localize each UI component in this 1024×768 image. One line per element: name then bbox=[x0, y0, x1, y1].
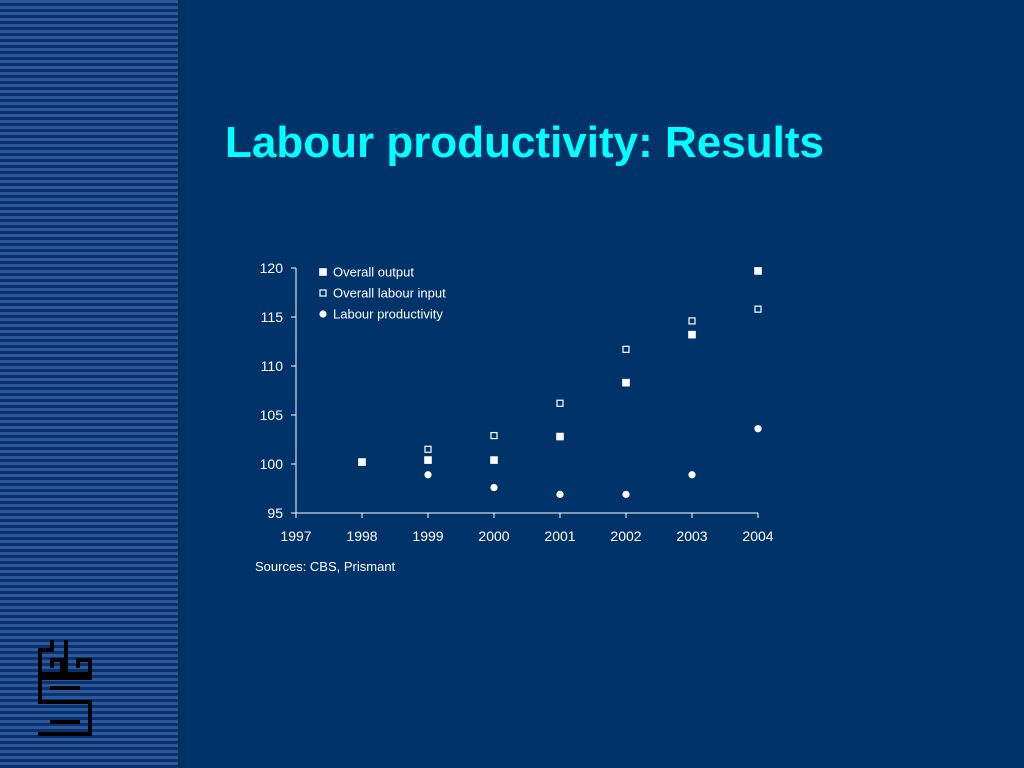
data-point-overall-labour-input bbox=[754, 305, 762, 313]
x-tick-label: 2000 bbox=[478, 528, 509, 544]
y-tick-label: 105 bbox=[260, 407, 284, 423]
data-point-overall-labour-input bbox=[622, 345, 630, 353]
data-point-overall-output bbox=[622, 378, 630, 387]
y-tick-label: 100 bbox=[260, 456, 284, 472]
scatter-chart: 95 100 105 110 115 120 1997 1998 1999 2000 2001 200… bbox=[260, 260, 774, 544]
data-point-labour-productivity bbox=[424, 471, 432, 479]
x-tick-label: 2004 bbox=[742, 528, 773, 544]
legend-label-overall-output: Overall output bbox=[333, 265, 414, 280]
legend-marker-overall-labour-input bbox=[319, 289, 327, 297]
data-point-overall-output bbox=[688, 330, 696, 339]
y-tick-label: 95 bbox=[267, 505, 283, 521]
cbs-logo bbox=[38, 640, 92, 736]
data-point-labour-productivity bbox=[622, 490, 630, 498]
x-tick-label: 1997 bbox=[280, 528, 311, 544]
slide-title: Labour productivity: Results bbox=[225, 118, 824, 167]
x-tick-label: 2003 bbox=[676, 528, 707, 544]
y-tick-label: 115 bbox=[261, 309, 284, 325]
y-tick-label: 120 bbox=[260, 260, 284, 276]
data-point-overall-labour-input bbox=[424, 445, 432, 453]
x-tick-label: 2001 bbox=[544, 528, 575, 544]
data-point-overall-output bbox=[490, 456, 498, 464]
data-point-overall-output bbox=[358, 458, 366, 466]
y-tick-label: 110 bbox=[261, 358, 284, 374]
legend-label-overall-labour-input: Overall labour input bbox=[333, 286, 446, 301]
striped-side-panel bbox=[0, 0, 180, 768]
data-point-labour-productivity bbox=[490, 483, 498, 492]
data-point-overall-output bbox=[424, 456, 432, 464]
x-tick-label: 1999 bbox=[412, 528, 443, 544]
x-tick-label: 2002 bbox=[610, 528, 641, 544]
data-point-overall-labour-input bbox=[688, 317, 696, 325]
data-point-overall-output bbox=[754, 267, 762, 275]
data-point-overall-labour-input bbox=[490, 431, 498, 440]
legend-marker-overall-output bbox=[319, 268, 327, 276]
legend-label-labour-productivity: Labour productivity bbox=[333, 307, 443, 322]
data-point-labour-productivity bbox=[754, 425, 762, 433]
legend-marker-labour-productivity bbox=[319, 310, 327, 318]
x-tick-label: 1998 bbox=[346, 528, 377, 544]
data-point-overall-labour-input bbox=[556, 399, 564, 407]
data-point-labour-productivity bbox=[556, 490, 564, 498]
data-point-labour-productivity bbox=[688, 471, 696, 479]
data-point-overall-labour-input bbox=[358, 458, 366, 466]
source-note: Sources: CBS, Prismant bbox=[255, 559, 396, 574]
data-point-overall-output bbox=[556, 432, 564, 441]
side-panel-edge bbox=[178, 0, 180, 768]
